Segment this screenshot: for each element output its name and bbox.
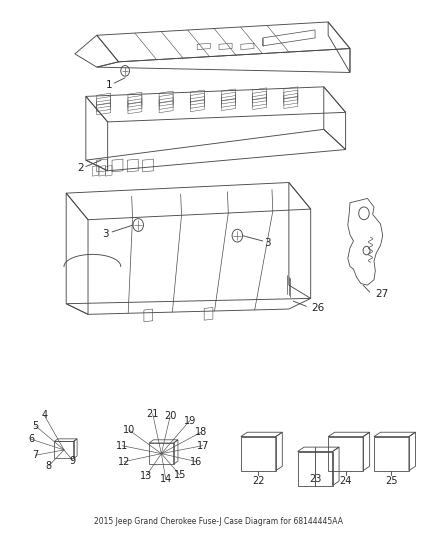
Text: 13: 13 xyxy=(140,471,152,481)
Text: 22: 22 xyxy=(252,477,265,486)
Text: 10: 10 xyxy=(123,425,135,435)
Text: 2: 2 xyxy=(77,163,84,173)
Text: 12: 12 xyxy=(118,457,131,466)
Text: 14: 14 xyxy=(159,474,172,484)
Text: 21: 21 xyxy=(146,409,159,419)
Text: 3: 3 xyxy=(102,229,109,239)
Text: 4: 4 xyxy=(41,410,47,421)
Text: 3: 3 xyxy=(265,238,271,247)
Text: 9: 9 xyxy=(70,456,76,465)
Text: 15: 15 xyxy=(173,470,186,480)
Text: 6: 6 xyxy=(28,434,34,445)
Text: 25: 25 xyxy=(385,477,398,486)
Text: 27: 27 xyxy=(375,288,389,298)
Text: 2015 Jeep Grand Cherokee Fuse-J Case Diagram for 68144445AA: 2015 Jeep Grand Cherokee Fuse-J Case Dia… xyxy=(95,517,343,526)
Text: 18: 18 xyxy=(194,427,207,438)
Text: 7: 7 xyxy=(32,450,39,460)
Text: 8: 8 xyxy=(46,461,52,471)
Text: 20: 20 xyxy=(164,411,176,422)
Text: 16: 16 xyxy=(190,457,202,466)
Text: 5: 5 xyxy=(32,421,39,431)
Text: 17: 17 xyxy=(197,441,209,451)
Text: 1: 1 xyxy=(106,80,112,90)
Text: 11: 11 xyxy=(116,441,128,451)
Text: 19: 19 xyxy=(184,416,196,426)
Text: 26: 26 xyxy=(311,303,325,313)
Text: 24: 24 xyxy=(339,477,352,486)
Text: 23: 23 xyxy=(309,474,321,484)
